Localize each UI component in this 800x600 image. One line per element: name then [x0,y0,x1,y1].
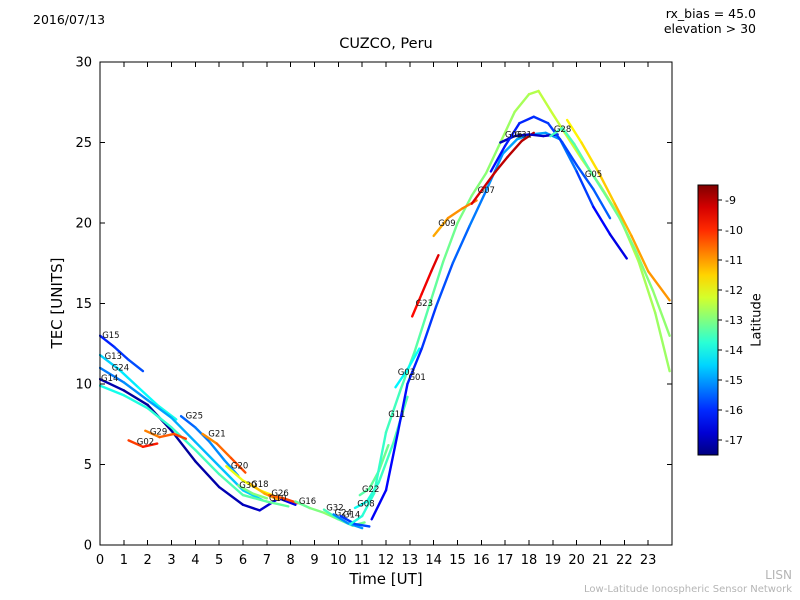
trace-G21 [201,432,247,474]
series-label: G15 [102,331,119,341]
x-tick-label: 0 [96,553,104,568]
series-label: G32 [326,503,343,513]
x-tick-label: 4 [191,553,199,568]
axes: 0 1 2 3 4 5 6 7 8 9 10 11 12 13 14 15 16 17 18 19 20 21 22 2305… [75,56,673,568]
colorbar-tick-label: -15 [725,374,743,387]
series-label: G24 [335,509,352,519]
x-tick-label: 16 [473,553,490,568]
x-tick-label: 3 [167,553,175,568]
x-tick-label: 21 [592,553,609,568]
series-labels: G15G13G24G14G10G02G29G25G21G20G30G18G26G… [101,125,602,520]
trace-G29 [144,429,188,440]
x-tick-label: 17 [497,553,514,568]
series-label: G08 [357,499,374,509]
series-label: G03 [398,368,415,378]
colorbar-label: Latitude [749,293,765,347]
x-tick-label: 12 [378,553,395,568]
series-label: G25 [186,412,203,422]
y-tick-label: 20 [75,217,92,232]
x-tick-label: 7 [263,553,271,568]
trace-G03 [394,347,421,389]
trace-G28 [549,126,671,337]
x-tick-label: 20 [568,553,585,568]
series-label: G31 [515,131,532,141]
y-tick-label: 15 [75,297,92,312]
series-label: G26 [271,489,288,499]
series-label: G01 [408,373,425,383]
x-tick-label: 5 [215,553,223,568]
series-label: G20 [231,462,248,472]
chart-title: CUZCO, Peru [339,36,433,52]
y-tick-label: 30 [75,56,92,71]
x-tick-label: 8 [287,553,295,568]
x-tick-label: 11 [354,553,371,568]
x-tick-label: 19 [545,553,562,568]
series-label: G23 [416,299,433,309]
series-label: G16 [299,497,316,507]
y-tick-label: 25 [75,136,92,151]
trace-G01 [370,131,628,521]
series-label: G13 [105,352,122,362]
series-label: G22 [362,485,379,495]
trace-G23 [411,253,440,318]
rx-bias-label: rx_bias = 45.0 [665,6,756,21]
x-tick-label: 15 [449,553,466,568]
x-axis-label: Time [UT] [349,570,423,588]
colorbar-tick-label: -11 [725,254,743,267]
series-label: G06 [505,131,522,141]
series-label: G24 [112,363,129,373]
header-right: rx_bias = 45.0 elevation > 30 [664,6,756,36]
series-label: G14 [343,510,360,520]
elevation-label: elevation > 30 [663,21,756,36]
trace-G24 [99,366,264,502]
x-tick-label: 6 [239,553,247,568]
x-tick-label: 1 [120,553,128,568]
date-label: 2016/07/13 [33,12,106,27]
series-traces [99,89,671,530]
colorbar-tick-label: -12 [725,284,743,297]
trace-G02 [127,439,159,448]
x-tick-label: 13 [402,553,419,568]
series-label: G14 [101,374,118,384]
colorbar-tick-label: -17 [725,434,743,447]
colorbar-tick-label: -13 [725,314,743,327]
series-label: G07 [478,186,495,196]
x-tick-label: 18 [521,553,538,568]
trace-G31 [489,115,612,220]
y-tick-label: 0 [84,539,92,554]
x-tick-label: 23 [640,553,657,568]
trace-G13 [99,353,178,421]
colorbar-tick-label: -16 [725,404,743,417]
series-label: G09 [438,219,455,229]
colorbar-tick-label: -9 [725,194,736,207]
y-tick-label: 10 [75,378,92,393]
colorbar: -9 -10 -11 -12 -13 -14 -15 -16 -17 [697,184,743,456]
x-tick-label: 9 [310,553,318,568]
trace-G05 [565,118,671,302]
x-tick-label: 10 [330,553,347,568]
series-label: G11 [388,410,405,420]
series-label: G21 [208,429,225,439]
trace-G15 [99,334,145,373]
y-axis-label: TEC [UNITS] [48,257,66,349]
x-tick-label: 2 [144,553,152,568]
series-label: G18 [251,480,268,490]
series-label: G28 [554,125,571,135]
colorbar-tick-label: -10 [725,224,743,237]
y-tick-label: 5 [84,458,92,473]
lisn-brand: LISN [765,568,792,582]
x-tick-label: 22 [616,553,633,568]
series-label: G05 [585,170,602,180]
series-label: G10 [269,494,286,504]
series-label: G30 [239,481,256,491]
colorbar-tick-label: -14 [725,344,743,357]
series-label: G29 [150,428,167,438]
network-name: Low-Latitude Ionospheric Sensor Network [584,584,792,595]
series-label: G02 [137,437,154,447]
trace-G30 [237,484,269,500]
x-tick-label: 14 [425,553,442,568]
